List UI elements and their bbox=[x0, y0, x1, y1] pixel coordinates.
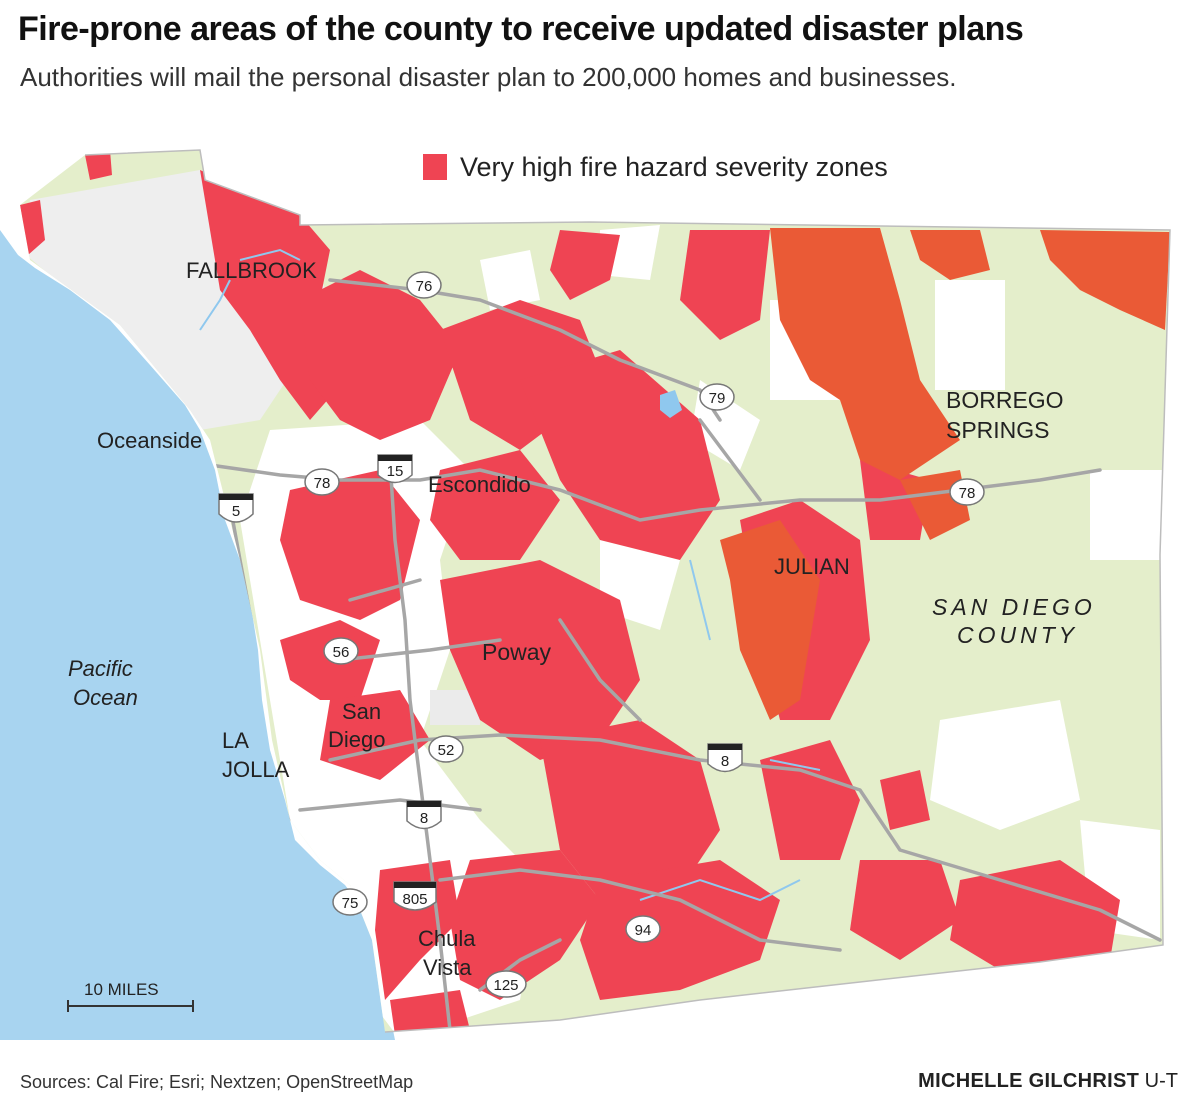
label-san-diego-2: Diego bbox=[328, 727, 385, 752]
fire-hazard-zones bbox=[20, 150, 1120, 1032]
shield-i8-west: 8 bbox=[406, 800, 442, 830]
sources-credit: Sources: Cal Fire; Esri; Nextzen; OpenSt… bbox=[20, 1072, 414, 1092]
svg-text:52: 52 bbox=[438, 742, 455, 759]
shield-sr56: 56 bbox=[323, 637, 359, 665]
label-escondido: Escondido bbox=[428, 472, 531, 497]
legend-label: Very high fire hazard severity zones bbox=[460, 152, 888, 182]
label-la-jolla-1: LA bbox=[222, 728, 249, 753]
label-fallbrook: FALLBROOK bbox=[186, 258, 317, 283]
svg-text:15: 15 bbox=[387, 463, 404, 480]
byline-org: U-T bbox=[1144, 1070, 1178, 1092]
scale-bar-label: 10 MILES bbox=[84, 980, 159, 999]
svg-text:78: 78 bbox=[314, 475, 331, 492]
fire-hazard-zones-dark bbox=[720, 228, 1170, 720]
pacific-ocean bbox=[0, 230, 395, 1040]
label-county-1: SAN DIEGO bbox=[932, 594, 1096, 620]
label-borrego-1: BORREGO bbox=[946, 387, 1064, 413]
shield-sr125: 125 bbox=[485, 970, 527, 998]
map-title: Fire-prone areas of the county to receiv… bbox=[18, 10, 1024, 48]
shield-sr94: 94 bbox=[625, 915, 661, 943]
shield-i15: 15 bbox=[377, 454, 413, 484]
shield-i805: 805 bbox=[393, 881, 437, 911]
svg-text:8: 8 bbox=[721, 753, 729, 770]
label-julian: JULIAN bbox=[774, 554, 850, 579]
label-ocean-2: Ocean bbox=[73, 685, 138, 710]
label-county-2: COUNTY bbox=[957, 622, 1078, 648]
byline: MICHELLE GILCHRIST U-T bbox=[918, 1070, 1178, 1093]
svg-text:79: 79 bbox=[709, 390, 726, 407]
scale-bar: 10 MILES bbox=[67, 980, 194, 1012]
svg-text:8: 8 bbox=[420, 810, 428, 827]
shield-sr78-west: 78 bbox=[304, 468, 340, 496]
svg-text:805: 805 bbox=[402, 891, 427, 908]
shield-i5: 5 bbox=[218, 493, 254, 523]
shield-sr75: 75 bbox=[332, 888, 368, 916]
svg-text:94: 94 bbox=[635, 922, 652, 939]
lake bbox=[660, 390, 682, 418]
label-poway: Poway bbox=[482, 639, 552, 665]
county-border bbox=[84, 149, 1171, 1033]
byline-name: MICHELLE GILCHRIST bbox=[918, 1070, 1140, 1092]
svg-text:76: 76 bbox=[416, 278, 433, 295]
svg-text:56: 56 bbox=[333, 644, 350, 661]
label-borrego-2: SPRINGS bbox=[946, 417, 1050, 443]
svg-text:125: 125 bbox=[493, 977, 518, 994]
interstate-shields: 15 5 8 8 805 bbox=[218, 454, 743, 911]
label-ocean-1: Pacific bbox=[68, 656, 133, 681]
state-route-shields: 76 79 78 78 56 52 75 94 125 bbox=[304, 271, 985, 998]
label-chula-1: Chula bbox=[418, 926, 476, 951]
label-oceanside: Oceanside bbox=[97, 428, 202, 453]
svg-text:75: 75 bbox=[342, 895, 359, 912]
legend-swatch bbox=[423, 154, 447, 180]
legend: Very high fire hazard severity zones bbox=[423, 152, 888, 182]
shield-sr78-east: 78 bbox=[949, 478, 985, 506]
map-subtitle: Authorities will mail the personal disas… bbox=[20, 62, 957, 92]
shield-sr79: 79 bbox=[699, 383, 735, 411]
place-labels: FALLBROOK Oceanside Escondido BORREGO SP… bbox=[68, 258, 1096, 980]
label-chula-2: Vista bbox=[423, 955, 472, 980]
shield-sr76: 76 bbox=[406, 271, 442, 299]
shield-i8-east: 8 bbox=[707, 743, 743, 773]
svg-text:78: 78 bbox=[959, 485, 976, 502]
svg-text:5: 5 bbox=[232, 503, 240, 520]
label-la-jolla-2: JOLLA bbox=[222, 757, 290, 782]
label-san-diego-1: San bbox=[342, 699, 381, 724]
inland-water bbox=[199, 248, 821, 902]
shield-sr52: 52 bbox=[428, 735, 464, 763]
